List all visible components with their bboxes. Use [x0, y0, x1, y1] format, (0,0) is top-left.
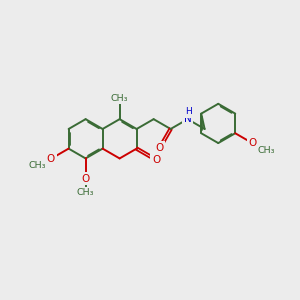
Text: CH₃: CH₃ [29, 161, 46, 170]
Text: O: O [47, 154, 55, 164]
Text: O: O [82, 174, 90, 184]
Text: O: O [152, 155, 160, 165]
Text: CH₃: CH₃ [258, 146, 275, 155]
Text: O: O [249, 138, 257, 148]
Text: CH₃: CH₃ [77, 188, 94, 197]
Text: N: N [184, 114, 191, 124]
Text: H: H [185, 107, 192, 116]
Text: CH₃: CH₃ [111, 94, 128, 103]
Text: O: O [156, 143, 164, 153]
